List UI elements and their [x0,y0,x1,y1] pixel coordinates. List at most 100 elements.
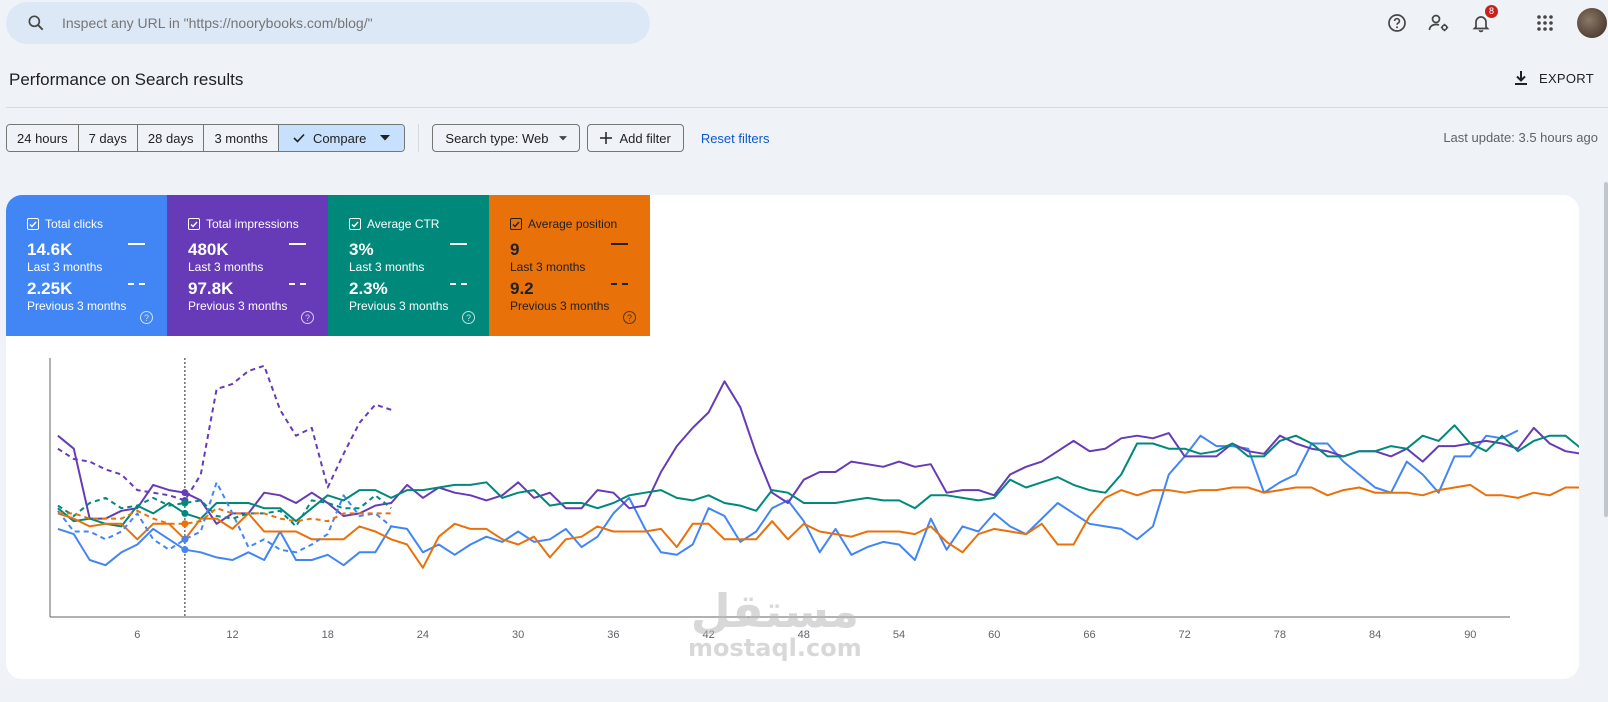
header-actions: 8 [1385,5,1608,38]
metric-period: Last 3 months [27,260,103,274]
download-icon [1514,71,1527,85]
page-scrollbar[interactable] [1604,182,1608,517]
metric-average-position[interactable]: Average position 9 Last 3 months 9.2 Pre… [489,195,650,336]
x-tick-label: 78 [1274,629,1286,641]
hover-point [181,535,189,543]
x-tick-label: 48 [798,629,810,641]
x-tick-label: 18 [322,629,334,641]
metric-prev-period: Previous 3 months [349,299,449,313]
metric-period: Last 3 months [510,260,586,274]
x-tick-label: 66 [1083,629,1095,641]
help-icon[interactable] [1385,11,1409,35]
metric-prev-value: 9.2 [510,279,534,298]
search-type-label: Search type: Web [445,130,549,146]
metric-period: Last 3 months [188,260,264,274]
date-range-selector: 24 hours 7 days 28 days 3 months Compare [6,124,406,152]
metric-value: 9 [510,240,520,259]
search-type-filter[interactable]: Search type: Web [432,124,580,152]
reset-filters-link[interactable]: Reset filters [700,130,770,146]
metric-prev-value: 97.8K [188,279,234,298]
metric-label: Total clicks [45,217,104,231]
metric-prev-value: 2.25K [27,279,73,298]
performance-card: Total clicks 14.6K Last 3 months 2.25K P… [6,195,1579,679]
url-inspect-search[interactable] [6,2,650,44]
dashed-line-legend [289,283,306,285]
x-tick-label: 42 [702,629,714,641]
x-tick-label: 60 [988,629,1000,641]
range-28-days[interactable]: 28 days [137,125,205,151]
checkbox-checked-icon[interactable] [27,218,39,230]
metric-average-ctr[interactable]: Average CTR 3% Last 3 months 2.3% Previo… [328,195,489,336]
metric-period: Last 3 months [349,260,425,274]
metric-value: 3% [349,240,374,259]
page-title: Performance on Search results [9,70,244,89]
solid-line-legend [611,243,628,245]
range-3-months[interactable]: 3 months [204,125,279,151]
metric-total-impressions[interactable]: Total impressions 480K Last 3 months 97.… [167,195,328,336]
filter-bar: 24 hours 7 days 28 days 3 months Compare… [6,124,769,152]
user-settings-icon[interactable] [1427,11,1451,35]
checkbox-checked-icon[interactable] [188,218,200,230]
metric-value: 14.6K [27,240,73,259]
hover-point [181,509,189,517]
x-tick-label: 90 [1464,629,1476,641]
export-label: EXPORT [1538,70,1594,86]
metric-label: Average position [528,217,618,231]
metric-total-clicks[interactable]: Total clicks 14.6K Last 3 months 2.25K P… [6,195,167,336]
solid-line-legend [450,243,467,245]
series-line-average-position-previous [57,507,392,525]
help-icon[interactable]: ? [462,311,475,324]
avatar[interactable] [1577,8,1607,38]
hover-point [181,499,189,507]
series-line-total-clicks [57,429,1519,567]
x-tick-label: 36 [607,629,619,641]
metric-label: Total impressions [206,217,299,231]
help-icon[interactable]: ? [623,311,636,324]
series-line-total-clicks-previous [57,481,392,554]
range-7-days[interactable]: 7 days [78,125,138,151]
chart-series [57,364,1579,569]
x-tick-label: 84 [1369,629,1381,641]
url-inspect-input[interactable] [62,15,622,31]
metric-label: Average CTR [367,217,440,231]
checkbox-checked-icon[interactable] [349,218,361,230]
dashed-line-legend [128,283,145,285]
hover-point [181,546,189,554]
add-filter-label: Add filter [619,130,671,146]
hover-point [181,520,189,528]
metric-value: 480K [188,240,229,259]
series-line-average-ctr-previous [57,494,392,528]
notification-count-badge: 8 [1485,5,1498,18]
help-icon[interactable]: ? [301,311,314,324]
x-tick-label: 24 [417,629,429,641]
series-line-total-impressions-previous [57,364,392,502]
solid-line-legend [128,243,145,245]
help-icon[interactable]: ? [140,311,153,324]
chevron-down-icon [380,135,391,141]
hover-point [181,489,189,497]
apps-grid-icon[interactable] [1533,11,1557,35]
x-tick-label: 30 [512,629,524,641]
check-icon [293,133,305,143]
checkbox-checked-icon[interactable] [510,218,522,230]
metric-prev-period: Previous 3 months [188,299,288,313]
compare-label: Compare [312,130,367,146]
plus-icon [599,132,612,144]
x-tick-labels: 6 12 18 24 30 36 42 48 54 60 66 72 78 84 90 [134,629,1476,641]
series-line-average-ctr [57,424,1579,528]
range-24-hours[interactable]: 24 hours [7,125,79,151]
add-filter-button[interactable]: Add filter [586,124,684,152]
hover-marker [181,358,189,617]
metric-prev-value: 2.3% [349,279,388,298]
export-button[interactable]: EXPORT [1513,70,1594,86]
metric-prev-period: Previous 3 months [27,299,127,313]
notifications-icon[interactable]: 8 [1469,5,1498,35]
last-update-text: Last update: 3.5 hours ago [1443,130,1598,145]
filter-separator [418,124,420,152]
series-line-average-position [57,483,1579,569]
title-divider [6,107,1608,108]
performance-chart[interactable]: 6 12 18 24 30 36 42 48 54 60 66 72 78 84 90 [6,336,1579,679]
compare-button[interactable]: Compare [278,125,405,151]
x-tick-label: 54 [893,629,905,641]
metric-prev-period: Previous 3 months [510,299,610,313]
